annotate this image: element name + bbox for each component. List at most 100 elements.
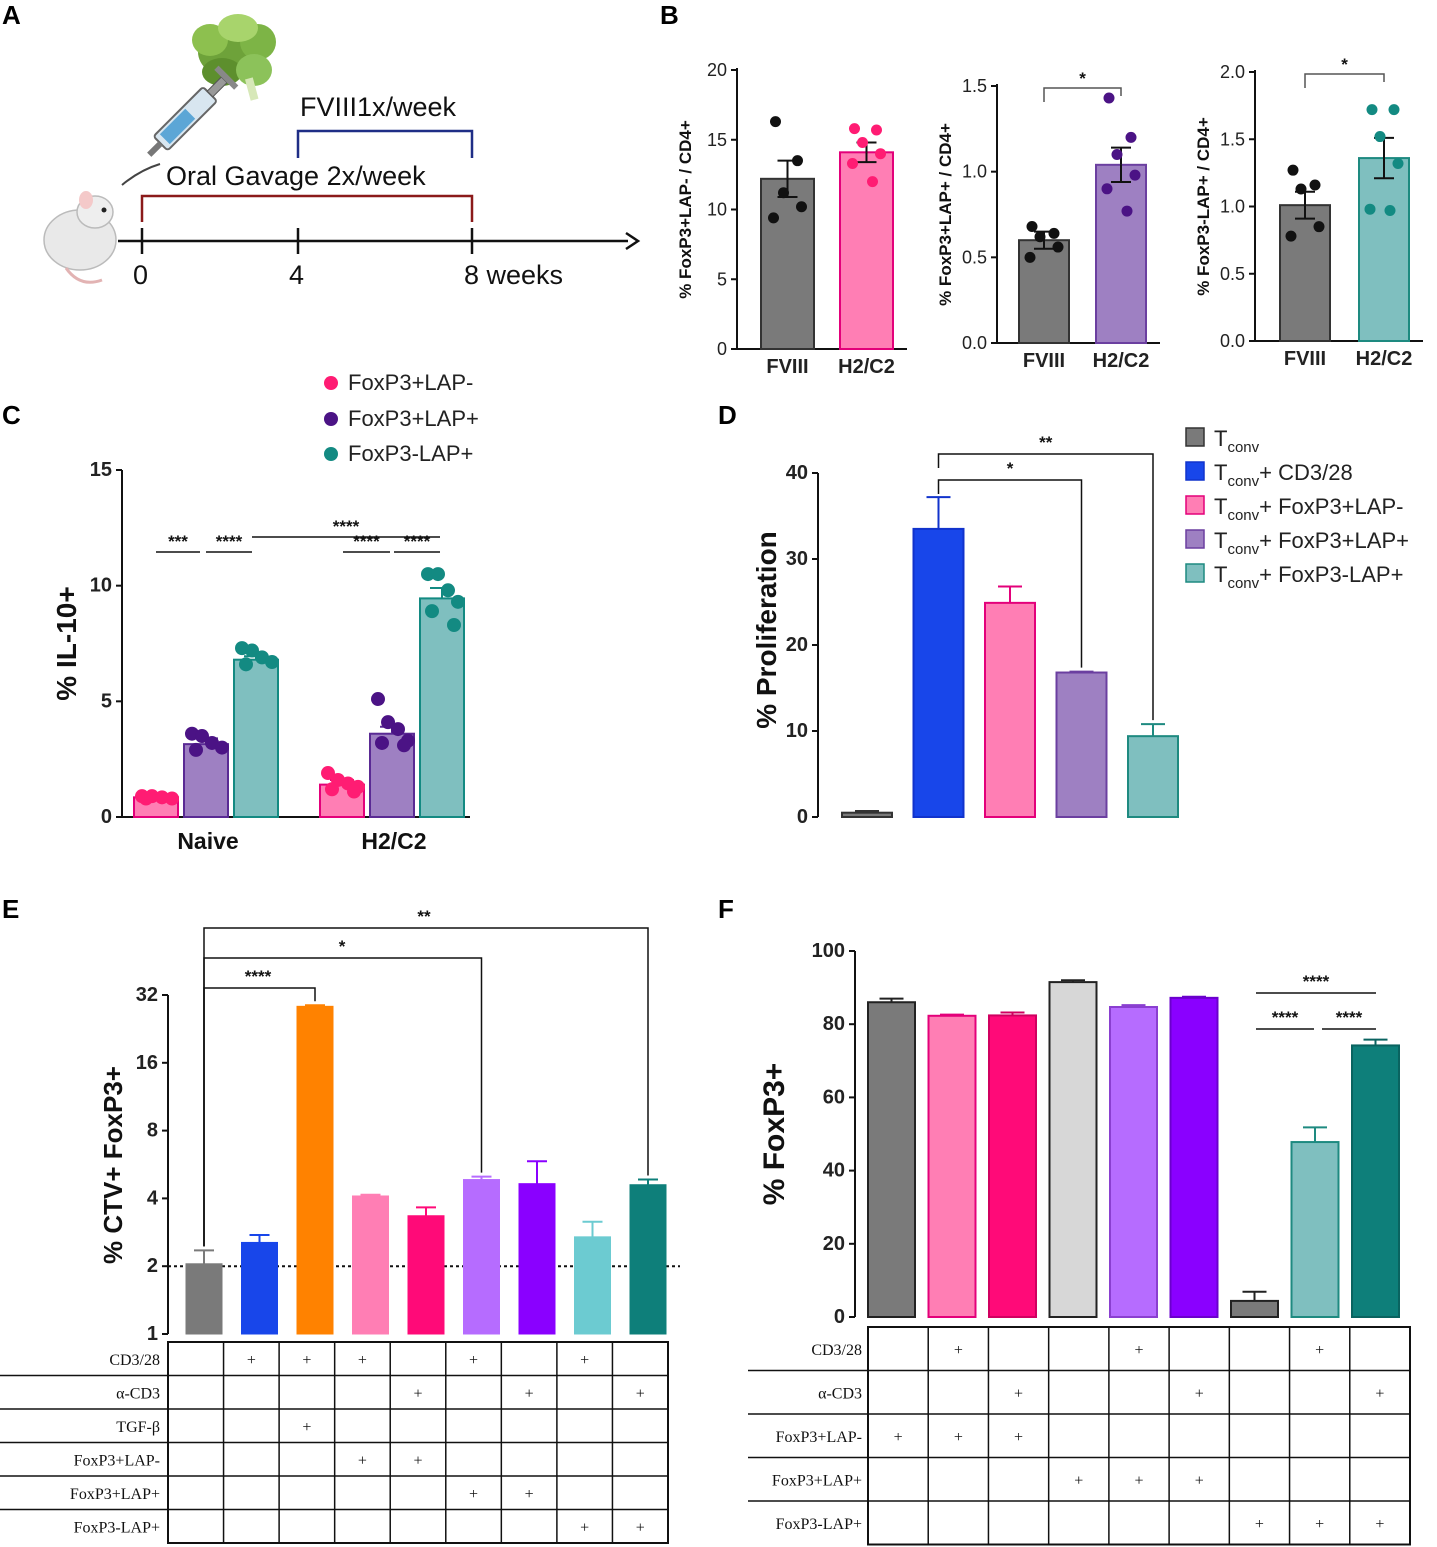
E-y-tick-label: 32 [136, 984, 158, 1006]
C-data-point [397, 738, 411, 753]
panel-label-c: C [2, 400, 21, 430]
F-table-row-label: CD3/28 [811, 1342, 862, 1359]
C-data-point [165, 791, 179, 806]
C-y-tick-label: 5 [101, 690, 112, 712]
B3-x-tick-label: FVIII [1284, 348, 1326, 370]
C-data-point [375, 735, 389, 750]
F-table-row-label: FoxP3+LAP- [776, 1429, 862, 1446]
E-table-mark: + [525, 1385, 534, 1402]
D-significance-label: * [1007, 459, 1014, 478]
D-bar-4 [1127, 735, 1179, 818]
B2-data-point [1125, 131, 1137, 143]
B3-data-point [1287, 164, 1299, 176]
F-bar-2 [988, 1014, 1037, 1319]
D-legend-label: Tconv+ FoxP3-LAP+ [1214, 562, 1403, 592]
F-bar-4 [1109, 1005, 1158, 1318]
B3-data-point [1295, 183, 1307, 195]
B3-data-point [1364, 203, 1376, 215]
B2-x-tick-label: FVIII [1023, 350, 1065, 372]
D-y-axis-label: % Proliferation [751, 531, 782, 729]
B3-data-point [1384, 205, 1396, 217]
F-significance-label: **** [1303, 972, 1330, 991]
C-data-point [431, 567, 445, 582]
F-bar-5 [1169, 996, 1219, 1319]
C-bar-H2/C2-FoxP3-LAP+ [419, 597, 465, 819]
E-table-row-label: FoxP3-LAP+ [74, 1519, 160, 1536]
E-table-mark: + [525, 1486, 534, 1503]
C-data-point [215, 740, 229, 755]
F-y-tick-label: 60 [823, 1086, 845, 1108]
B2-data-point [1103, 92, 1115, 104]
B2-data-point [1111, 149, 1123, 161]
C-legend-label: FoxP3+LAP+ [348, 406, 479, 431]
D-y-tick-label: 0 [797, 806, 808, 828]
B2-data-point [1048, 227, 1060, 239]
B3-x-tick-label: H2/C2 [1356, 348, 1413, 370]
E-table-mark: + [636, 1519, 645, 1536]
D-legend-swatch [1185, 495, 1205, 515]
C-significance-label: *** [168, 532, 188, 551]
timeline-label-0: 0 [133, 260, 148, 290]
E-table-mark: + [469, 1352, 478, 1369]
B1-data-point [857, 137, 868, 149]
B3-data-point [1309, 179, 1321, 191]
C-data-point [447, 617, 461, 632]
C-data-point [381, 715, 395, 730]
panel-label-a: A [2, 0, 21, 30]
B3-y-tick-label: 1.0 [1220, 197, 1245, 217]
E-table-row-label: α-CD3 [116, 1385, 160, 1402]
B2-significance-label: * [1079, 69, 1086, 88]
F-table-mark: + [1134, 1472, 1143, 1489]
E-bar-4 [407, 1215, 445, 1335]
F-table-mark: + [1315, 1342, 1324, 1359]
F-y-tick-label: 80 [823, 1013, 845, 1035]
E-bar-0 [185, 1263, 223, 1335]
D-y-tick-label: 20 [786, 634, 808, 656]
B2-data-point [1052, 241, 1064, 253]
B3-data-point [1285, 230, 1297, 242]
F-table-mark: + [1014, 1429, 1023, 1446]
F-table-mark: + [1375, 1516, 1384, 1533]
C-data-point [347, 784, 361, 799]
B3-y-tick-label: 1.5 [1220, 129, 1245, 149]
F-table-mark: + [954, 1429, 963, 1446]
D-legend-label: Tconv+ FoxP3+LAP+ [1214, 528, 1409, 558]
E-table-mark: + [580, 1352, 589, 1369]
E-y-axis-label: % CTV+ FoxP3+ [98, 1066, 128, 1264]
C-legend-label: FoxP3+LAP- [348, 370, 473, 395]
C-bar-Naive-FoxP3+LAP+ [183, 743, 229, 819]
gavage-schedule-label: Oral Gavage 2x/week [166, 161, 426, 191]
F-y-tick-label: 40 [823, 1160, 845, 1182]
E-table-mark: + [358, 1452, 367, 1469]
E-significance-label: ** [417, 907, 431, 926]
B3-y-tick-label: 2.0 [1220, 62, 1245, 82]
B2-data-point [1026, 220, 1038, 232]
mouse-icon [43, 191, 117, 284]
B1-data-point [875, 148, 886, 160]
C-data-point [425, 604, 439, 619]
F-y-tick-label: 20 [823, 1233, 845, 1255]
F-significance-label: **** [1272, 1008, 1299, 1027]
B3-data-point [1374, 131, 1386, 143]
E-bar-8 [629, 1184, 667, 1335]
B1-data-point [871, 124, 882, 136]
C-x-tick-label: H2/C2 [361, 828, 426, 854]
F-table-mark: + [1195, 1385, 1204, 1402]
B1-y-tick-label: 0 [717, 339, 727, 359]
B1-y-axis-label: % FoxP3+LAP- / CD4+ [676, 120, 695, 299]
B1-data-point [770, 116, 781, 128]
E-bar-7 [574, 1236, 611, 1335]
D-bar-0 [841, 811, 893, 819]
B2-y-tick-label: 0.0 [962, 333, 987, 353]
C-data-point [371, 692, 385, 707]
B1-y-tick-label: 15 [707, 130, 727, 150]
E-table-mark: + [302, 1352, 311, 1369]
E-table-mark: + [636, 1385, 645, 1402]
C-data-point [195, 729, 209, 744]
B3-bar-H2/C2 [1358, 157, 1410, 342]
E-significance-label: * [339, 937, 346, 956]
C-data-point [189, 742, 203, 757]
